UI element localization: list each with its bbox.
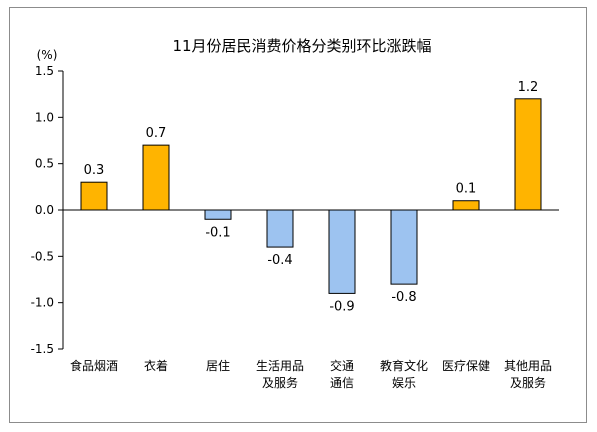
y-tick-label: -1.5 [31,342,54,356]
bar [80,181,108,211]
y-tick-label: 0.0 [35,203,54,217]
data-label: 0.3 [84,163,105,178]
y-tick-label: 1.5 [35,64,54,78]
y-tick-label: 1.0 [35,110,54,124]
chart-frame [9,7,587,423]
category-label: 及服务 [510,375,546,390]
data-label: -0.1 [205,225,230,240]
bar [266,209,294,248]
y-tick-label: -0.5 [31,249,54,263]
y-tick-label: 0.5 [35,157,54,171]
data-label: 0.7 [146,126,167,141]
data-label: -0.8 [391,290,416,305]
category-label: 通信 [330,376,354,390]
chart-title: 11月份居民消费价格分类别环比涨跌幅 [172,37,431,55]
bar [204,209,232,220]
data-label: 1.2 [518,80,539,95]
category-label: 教育文化 [380,358,428,373]
bar [390,209,418,285]
bar [142,144,170,211]
y-axis-unit-label: (%) [37,48,58,62]
category-label: 生活用品 [256,359,304,373]
category-label: 交通 [330,358,354,373]
y-axis-ticks: 1.5 1.0 0.5 0.0 -0.5 -1.0 -1.5 [31,64,63,356]
axes [62,71,559,349]
data-labels: 0.3 0.7 -0.1 -0.4 -0.9 -0.8 0.1 1.2 [84,80,539,315]
data-label: 0.1 [456,182,477,197]
bar [452,200,480,211]
bar [514,98,542,211]
data-label: -0.4 [267,253,292,268]
y-tick-label: -1.0 [31,296,54,310]
bars [80,98,542,294]
category-label: 衣着 [144,358,168,373]
data-label: -0.9 [329,299,354,314]
category-label: 食品烟酒 [70,358,118,373]
bar [328,209,356,294]
category-label: 及服务 [262,375,298,390]
category-label: 其他用品 [504,359,552,373]
category-label: 居住 [206,359,230,373]
category-label: 娱乐 [392,376,416,390]
category-label: 医疗保健 [442,359,490,373]
